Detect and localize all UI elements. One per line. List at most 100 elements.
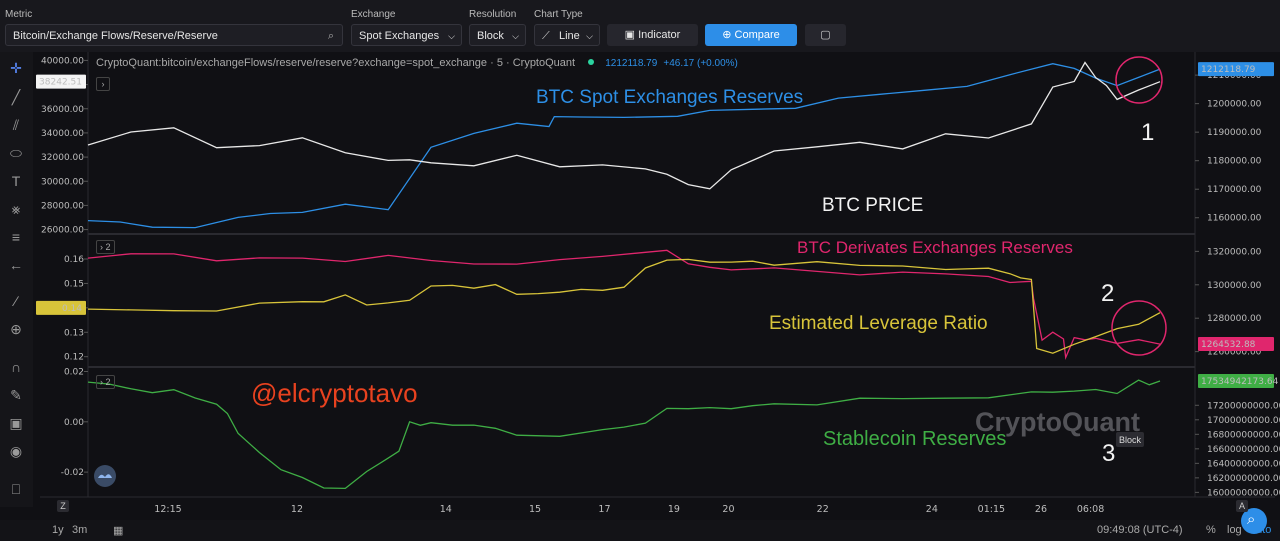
percent-button[interactable]: % xyxy=(1206,524,1216,536)
legend-value: 1212118.79 xyxy=(605,58,658,69)
time-tick-label: 17 xyxy=(598,504,610,515)
time-tick-label: 26 xyxy=(1035,504,1047,515)
annotation-stable: Stablecoin Reserves xyxy=(823,428,1006,450)
shape-icon[interactable]: ⬭ xyxy=(10,145,22,161)
zoom-mode-button[interactable]: Z xyxy=(57,500,69,512)
pane1-expand-button[interactable]: › xyxy=(96,77,110,91)
right-tick-label: 1280000.00 xyxy=(1207,314,1262,324)
measure-icon[interactable]: ≡ xyxy=(11,229,21,245)
legend-row: CryptoQuant:bitcoin/exchangeFlows/reserv… xyxy=(96,57,738,69)
resolution-select[interactable]: Block ⌵ xyxy=(469,24,526,46)
left-price-badge xyxy=(36,300,86,315)
right-tick-label: 1300000.00 xyxy=(1207,281,1262,291)
series-line-pane3-1 xyxy=(87,379,1161,490)
pattern-icon[interactable]: ⨳ xyxy=(11,201,21,217)
annotation-handle: @elcryptotavo xyxy=(251,378,418,408)
ruler-icon[interactable]: ∕ xyxy=(14,293,18,309)
auto-scale-button[interactable]: A xyxy=(1236,500,1248,512)
calendar-icon[interactable]: ▦ xyxy=(113,525,124,537)
legend-status-dot xyxy=(588,59,595,65)
resolution-value: Block xyxy=(477,30,504,42)
exchange-label: Exchange xyxy=(351,9,396,20)
plus-circle-icon: ⊕ xyxy=(722,29,732,41)
search-icon[interactable]: ⌕ xyxy=(327,30,334,42)
crosshair-icon[interactable]: ✛ xyxy=(10,60,22,76)
chevron-down-icon: ⌵ xyxy=(448,31,455,41)
watermark: CryptoQuant xyxy=(975,407,1140,437)
right-price-badge xyxy=(1198,337,1274,352)
time-tick-label: 24 xyxy=(926,504,938,515)
left-price-badge xyxy=(36,74,86,89)
series-line-pane2-2 xyxy=(87,258,1161,354)
time-tick-label: 20 xyxy=(722,504,734,515)
back-arrow-icon[interactable]: ← xyxy=(9,257,23,273)
time-tick-label: 01:15 xyxy=(978,504,1005,515)
left-tick-label: -0.02 xyxy=(61,468,84,478)
trend-line-icon[interactable]: ╱ xyxy=(11,89,21,105)
left-tick-label: 0.02 xyxy=(64,368,84,378)
eye-icon[interactable]: ◉ xyxy=(9,443,23,459)
highlight-circle-2 xyxy=(1111,300,1167,356)
legend-change: +46.17 (+0.00%) xyxy=(663,58,738,69)
right-price-label: 1264532.88 xyxy=(1201,340,1256,350)
left-tick-label: 28000.00 xyxy=(41,201,84,211)
search-fab-button[interactable]: ⌕ xyxy=(1241,508,1267,534)
indicator-button[interactable]: ▣ Indicator xyxy=(607,24,698,46)
series-line-pane1-1 xyxy=(87,63,1161,229)
left-tick-label: 26000.00 xyxy=(41,226,84,236)
resolution-label: Resolution xyxy=(469,9,517,20)
highlight-circle-1 xyxy=(1115,56,1163,104)
left-tick-label: 0.15 xyxy=(64,279,84,289)
logo-wave-icon xyxy=(98,474,112,478)
chevron-down-icon: ⌵ xyxy=(512,31,519,41)
time-tick-label: 15 xyxy=(529,504,541,515)
right-tick-label: 16800000000.00 xyxy=(1207,430,1280,440)
annotation-spot: BTC Spot Exchanges Reserves xyxy=(536,87,803,108)
log-button[interactable]: log xyxy=(1227,524,1242,536)
series-layer xyxy=(87,61,1161,490)
left-price-label: 38242.51 xyxy=(39,78,82,88)
right-tick-label: 16200000000.00 xyxy=(1207,474,1280,484)
pane3-count: 2 xyxy=(105,377,111,387)
lock-icon[interactable]: ▣ xyxy=(9,415,23,431)
range-1y-button[interactable]: 1y xyxy=(52,524,64,536)
fib-icon[interactable]: ⫽ xyxy=(12,117,20,133)
indicator-icon: ▣ xyxy=(624,29,636,41)
camera-button[interactable]: ▢ xyxy=(805,24,846,46)
series-line-pane2-1 xyxy=(87,249,1161,360)
right-tick-label: 1210000.00 xyxy=(1207,71,1262,81)
trash-icon[interactable]: ⎕ xyxy=(11,481,21,497)
right-tick-label: 1200000.00 xyxy=(1207,100,1262,110)
annotation-deriv: BTC Derivates Exchanges Reserves xyxy=(797,238,1073,257)
text-icon[interactable]: T xyxy=(11,173,21,189)
pane2-expand-button[interactable]: › 2 xyxy=(96,240,115,254)
right-price-badge xyxy=(1198,373,1274,388)
magnet-icon[interactable]: ∩ xyxy=(10,359,22,375)
right-tick-label: 1170000.00 xyxy=(1207,185,1262,195)
pane2-count: 2 xyxy=(105,242,111,252)
chart-type-select[interactable]: ⟋ Line ⌵ xyxy=(534,24,600,46)
right-tick-label: 17000000000.00 xyxy=(1207,416,1280,426)
pencil-lock-icon[interactable]: ✎ xyxy=(10,387,22,403)
clock-time[interactable]: 09:49:08 (UTC-4) xyxy=(1097,524,1183,536)
right-tick-label: 1260000.00 xyxy=(1207,348,1262,358)
right-price-label: 17534942173.64 xyxy=(1201,377,1279,387)
right-tick-label: 16600000000.00 xyxy=(1207,445,1280,455)
metric-select[interactable]: Bitcoin/Exchange Flows/Reserve/Reserve ⌕ xyxy=(5,24,343,46)
cryptoquant-logo-icon xyxy=(94,465,116,487)
compare-button[interactable]: ⊕ Compare xyxy=(705,24,797,46)
pane3-expand-button[interactable]: › 2 xyxy=(96,375,115,389)
time-tick-label: 19 xyxy=(668,504,680,515)
time-tick-label: 06:08 xyxy=(1077,504,1104,515)
left-tick-label: 40000.00 xyxy=(41,56,84,66)
legend-source: CryptoQuant:bitcoin/exchangeFlows/reserv… xyxy=(96,57,576,69)
range-3m-button[interactable]: 3m xyxy=(72,524,88,536)
annotation-leverage: Estimated Leverage Ratio xyxy=(769,313,988,334)
tooltip-box xyxy=(1116,432,1144,447)
zoom-icon[interactable]: ⊕ xyxy=(10,321,22,337)
compare-label: Compare xyxy=(734,29,780,41)
exchange-select[interactable]: Spot Exchanges ⌵ xyxy=(351,24,462,46)
left-tick-label: 34000.00 xyxy=(41,129,84,139)
time-tick-label: 12:15 xyxy=(154,504,181,515)
